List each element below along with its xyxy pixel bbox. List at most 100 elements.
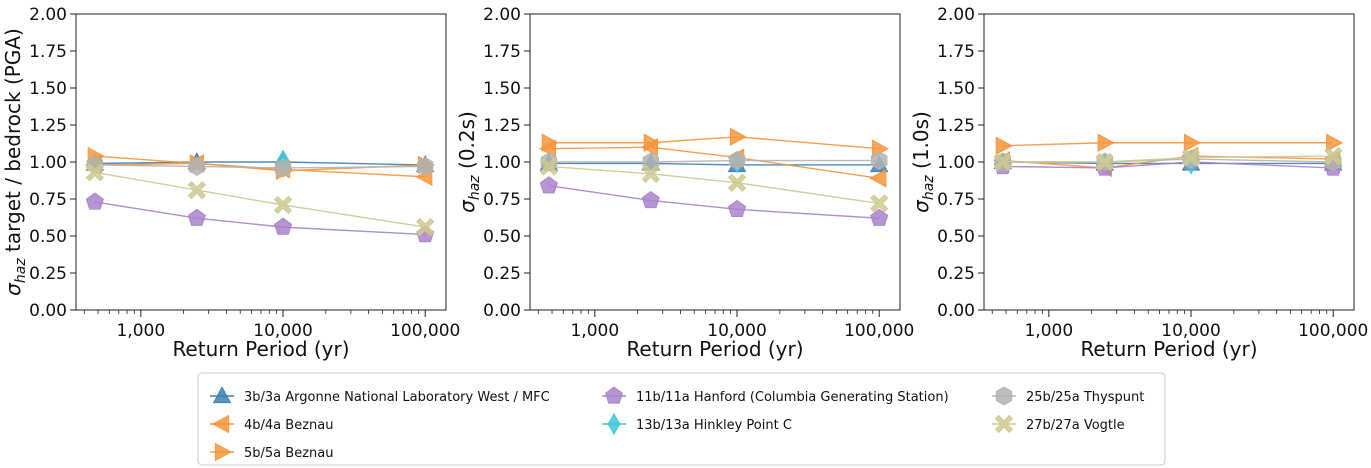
series-line-s5 [548,136,880,150]
data-point-s27 [416,218,435,237]
series-line-s11 [94,201,426,236]
legend-marker-pentagon [604,386,624,404]
data-point-s25 [417,156,434,176]
data-point-s27 [870,194,889,213]
data-point-s27 [1324,146,1343,166]
legend-label: 5b/5a Beznau [244,446,333,461]
y-tick-label: 0.50 [483,227,521,247]
y-axis-label: σhaz target / bedrock (PGA) [1,28,29,296]
chart-panel-3: 1,000 10,000 100,000 0.00 0.25 0.50 0.75 1.00 1.… [909,5,1368,361]
data-point-s5 [729,127,747,147]
y-tick-label: 1.00 [29,153,67,173]
y-tick-label: 0.25 [937,264,975,284]
y-tick-label: 0.75 [29,190,67,210]
series-line-s27 [1002,155,1334,163]
data-point-s4 [869,169,887,188]
series-line-s4 [1002,155,1334,169]
data-point-s5 [643,133,661,152]
y-axis-label: σhaz (1.0s) [909,111,937,213]
x-tick-label: 1,000 [116,321,165,341]
x-tick-label: 10,000 [707,321,766,341]
y-axis-label-symbol: σ [909,199,933,213]
y-tick-label: 0.50 [937,227,975,247]
x-tick-label: 10,000 [253,321,312,341]
data-point-s25 [728,151,746,170]
legend-entry-s13: 13b/13a Hinkley Point C [602,412,792,436]
y-tick-label: 1.50 [29,79,67,99]
data-point-s27 [187,181,206,200]
y-tick-label: 0.75 [937,190,975,210]
y-tick-label: 0.25 [29,264,67,284]
data-point-s27 [641,164,660,183]
legend-marker-hexagon [995,386,1013,406]
y-tick-label: 0.75 [483,190,521,210]
series-line-s3 [548,162,880,166]
legend-marker-diamond [607,412,621,436]
x-tick-label: 10,000 [1161,321,1220,341]
series-line-s5 [1002,142,1334,147]
series-line-s27 [94,171,426,228]
series-line-s27 [548,165,880,205]
series-line-s3 [1002,161,1334,165]
y-axis-label-text: (0.2s) [455,111,479,175]
data-point-s25 [188,156,205,176]
series-line-s11 [548,184,880,219]
series-line-s4 [548,146,880,179]
chart-panel-1: 1,000 10,000 100,000 0.00 0.25 0.50 0.75 1.00 1.… [1,5,460,361]
y-tick-label: 1.25 [29,116,67,136]
y-tick-label: 0.00 [483,301,521,321]
y-axis-label-symbol: σ [455,199,479,213]
y-tick-label: 0.25 [483,264,521,284]
data-point-s27 [1181,148,1201,167]
data-point-s11 [870,208,889,226]
x-tick-label: 1,000 [1024,321,1073,341]
data-point-s11 [641,190,660,209]
legend: 3b/3a Argonne National Laboratory West /… [197,372,1166,466]
data-point-s27 [727,173,747,192]
data-point-s11 [85,192,104,210]
legend-marker-triangle-left [212,414,230,434]
data-point-s5 [541,133,559,152]
legend-entry-s5: 5b/5a Beznau [210,442,333,462]
legend-entry-s3: 3b/3a Argonne National Laboratory West /… [210,386,550,405]
data-point-s5 [1326,133,1344,152]
y-tick-label: 1.00 [483,153,521,173]
legend-label: 11b/11a Hanford (Columbia Generating Sta… [636,390,949,405]
legend-label: 13b/13a Hinkley Point C [636,418,792,433]
y-tick-label: 1.50 [937,79,975,99]
legend-label: 25b/25a Thyspunt [1026,390,1144,405]
plot-frame [983,13,1355,311]
data-point-s11 [539,176,558,194]
legend-entry-s27: 27b/27a Vogtle [992,414,1125,434]
y-tick-label: 1.75 [937,42,975,62]
legend-entry-s11: 11b/11a Hanford (Columbia Generating Sta… [602,386,949,405]
data-point-s11 [727,199,747,218]
y-tick-label: 2.00 [483,5,521,25]
series-line-s4 [94,162,426,178]
y-tick-label: 0.00 [29,301,67,321]
x-axis-label: Return Period (yr) [1080,337,1257,361]
y-axis-label-text: (1.0s) [909,111,933,175]
legend-entry-s25: 25b/25a Thyspunt [992,386,1144,406]
data-point-s27 [85,163,104,182]
chart-panel-2: 1,000 10,000 100,000 0.00 0.25 0.50 0.75 1.00 1.… [455,5,914,361]
x-tick-label: 100,000 [390,321,460,341]
x-axis-label: Return Period (yr) [626,337,803,361]
plot-frame [529,13,901,311]
y-tick-label: 1.75 [483,42,521,62]
data-point-s27 [993,152,1012,172]
y-axis-label: σhaz (0.2s) [455,111,483,213]
y-axis-label-subscript: haz [13,258,29,283]
legend-entry-s4: 4b/4a Beznau [210,414,333,434]
x-axis-label: Return Period (yr) [172,337,349,361]
data-point-s27 [1095,152,1114,172]
y-tick-label: 1.25 [937,116,975,136]
y-axis-label-text: target / bedrock (PGA) [1,28,25,258]
data-point-s25 [274,158,292,178]
x-tick-label: 100,000 [1298,321,1368,341]
legend-label: 3b/3a Argonne National Laboratory West /… [244,390,550,405]
series-line-s25 [548,159,880,163]
legend-label: 27b/27a Vogtle [1026,418,1125,433]
y-tick-label: 1.25 [483,116,521,136]
